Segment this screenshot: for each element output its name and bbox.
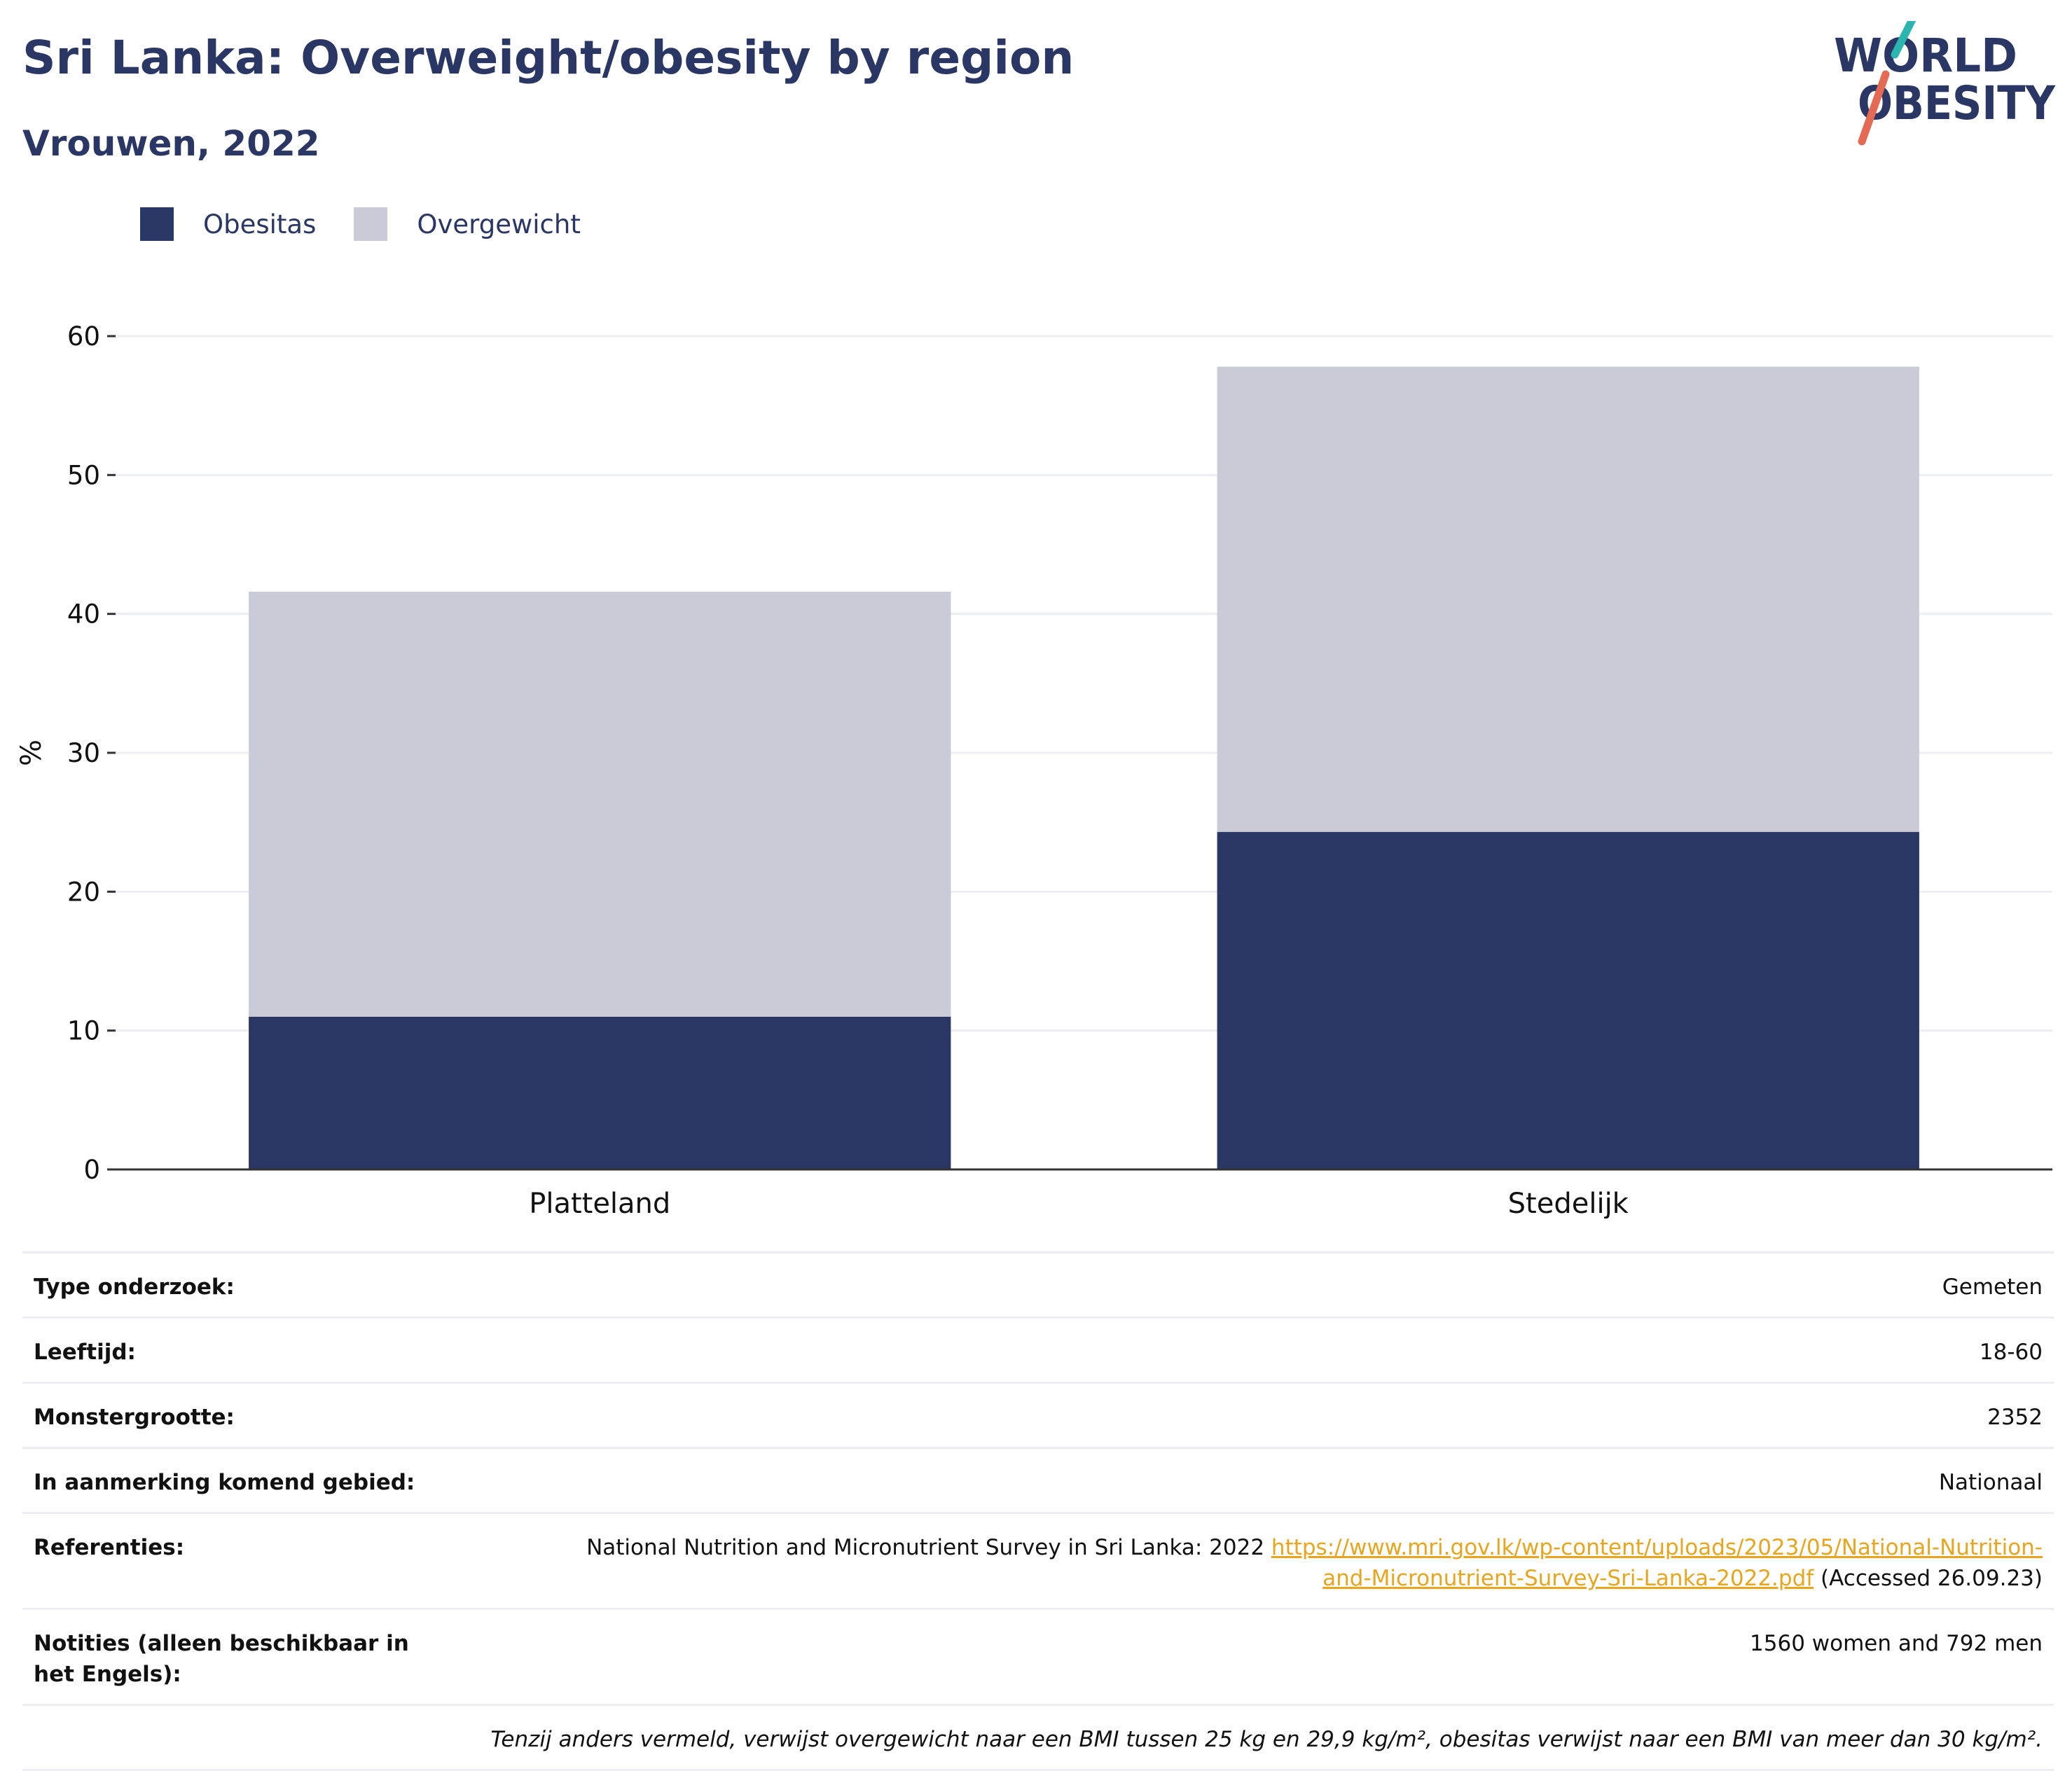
area-label: In aanmerking komend gebied: bbox=[22, 1447, 465, 1514]
y-tick-label: 60 bbox=[67, 321, 100, 352]
legend-label-obesitas: Obesitas bbox=[203, 209, 317, 239]
table-row: Leeftijd: 18-60 bbox=[22, 1317, 2054, 1384]
logo-text-world: WORLD bbox=[1834, 29, 2017, 83]
legend-swatch-overgewicht bbox=[354, 207, 388, 241]
reference-accessed: (Accessed 26.09.23) bbox=[1821, 1566, 2043, 1591]
notes-label: Notities (alleen beschikbaar in het Enge… bbox=[22, 1609, 465, 1706]
x-tick-label: Stedelijk bbox=[1508, 1188, 1629, 1218]
table-row: Monstergrootte: 2352 bbox=[22, 1382, 2054, 1449]
logo-text-obesity: OBESITY bbox=[1858, 76, 2056, 130]
age-value: 18-60 bbox=[465, 1317, 2054, 1384]
chart-title: Sri Lanka: Overweight/obesity by region bbox=[22, 31, 1075, 85]
logo-slash-teal bbox=[1891, 21, 1916, 59]
reference-link-line2: and-Micronutrient-Survey-Sri-Lanka-2022.… bbox=[1322, 1566, 1814, 1591]
survey-type-value: Gemeten bbox=[465, 1251, 2054, 1319]
reference-text: National Nutrition and Micronutrient Sur… bbox=[586, 1535, 1265, 1560]
y-tick-label: 30 bbox=[67, 738, 100, 768]
references-label: Referenties: bbox=[22, 1513, 465, 1610]
reference-link[interactable]: https://www.mri.gov.lk/wp-content/upload… bbox=[1271, 1535, 2043, 1591]
stacked-bar-chart: 0 10 20 30 40 50 60% Platteland Stedelijk bbox=[15, 321, 2052, 1218]
bar-overgewicht-platteland bbox=[249, 591, 951, 1017]
survey-details-table: Type onderzoek: Gemeten Leeftijd: 18-60 … bbox=[22, 1251, 2054, 1771]
legend-swatch-obesitas bbox=[140, 207, 174, 241]
table-row: In aanmerking komend gebied: Nationaal bbox=[22, 1447, 2054, 1514]
y-tick-label: 0 bbox=[83, 1155, 100, 1185]
table-row: Notities (alleen beschikbaar in het Enge… bbox=[22, 1609, 2054, 1706]
y-tick-label: 40 bbox=[67, 599, 100, 630]
bar-obesitas-platteland bbox=[249, 1016, 951, 1169]
notes-value: 1560 women and 792 men bbox=[465, 1609, 2054, 1706]
chart-subtitle: Vrouwen, 2022 bbox=[22, 123, 320, 164]
reference-link-line1: https://www.mri.gov.lk/wp-content/upload… bbox=[1271, 1535, 2043, 1560]
table-row: Tenzij anders vermeld, verwijst overgewi… bbox=[22, 1704, 2054, 1771]
y-tick-label: 50 bbox=[67, 460, 100, 490]
legend-item-overgewicht[interactable]: Overgewicht bbox=[354, 207, 581, 241]
world-obesity-logo: WORLD OBESITY bbox=[1834, 21, 2056, 146]
survey-type-label: Type onderzoek: bbox=[22, 1251, 465, 1319]
bar-obesitas-stedelijk bbox=[1217, 832, 1919, 1169]
x-tick-label: Platteland bbox=[529, 1188, 670, 1218]
sample-size-value: 2352 bbox=[465, 1382, 2054, 1449]
bar-overgewicht-stedelijk bbox=[1217, 366, 1919, 833]
age-label: Leeftijd: bbox=[22, 1317, 465, 1384]
area-value: Nationaal bbox=[465, 1447, 2054, 1514]
sample-size-label: Monstergrootte: bbox=[22, 1382, 465, 1449]
table-row: Type onderzoek: Gemeten bbox=[22, 1251, 2054, 1319]
y-tick-label: 10 bbox=[67, 1016, 100, 1046]
table-row: Referenties: National Nutrition and Micr… bbox=[22, 1513, 2054, 1610]
references-value: National Nutrition and Micronutrient Sur… bbox=[465, 1513, 2054, 1610]
y-axis-label: % bbox=[15, 739, 48, 766]
legend-item-obesitas[interactable]: Obesitas bbox=[140, 207, 316, 241]
legend-label-overgewicht: Overgewicht bbox=[417, 209, 581, 239]
chart-legend: Obesitas Overgewicht bbox=[140, 207, 619, 241]
y-tick-label: 20 bbox=[67, 877, 100, 907]
bmi-footnote: Tenzij anders vermeld, verwijst overgewi… bbox=[22, 1704, 2054, 1771]
logo-slash-red bbox=[1858, 70, 1890, 146]
